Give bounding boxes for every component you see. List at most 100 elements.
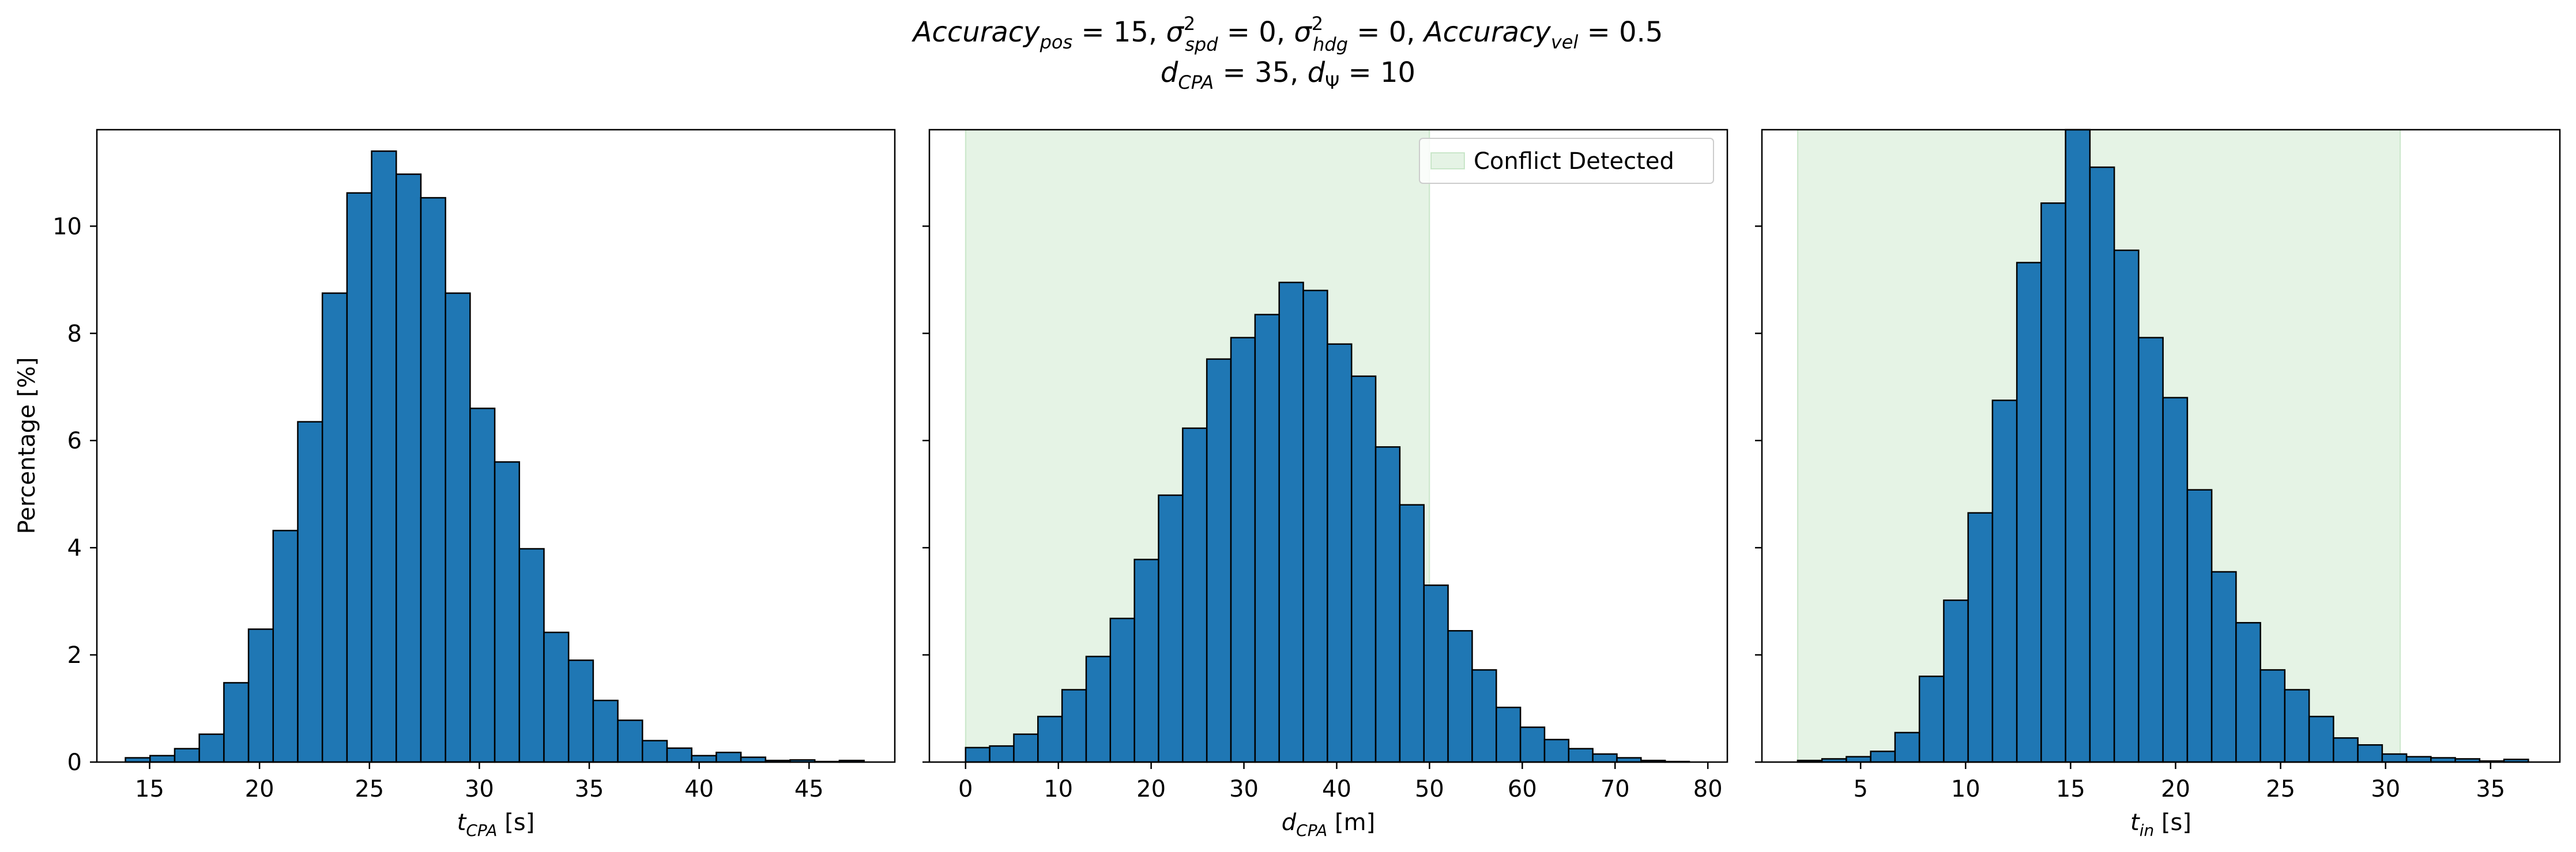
histogram-bar xyxy=(1944,600,1968,762)
histogram-bar xyxy=(1231,338,1255,762)
x-tick-label: 20 xyxy=(1136,776,1166,802)
x-tick-label: 40 xyxy=(684,776,714,802)
histogram-bar xyxy=(1871,751,1895,762)
histogram-bar xyxy=(322,293,347,762)
y-tick-label: 4 xyxy=(67,535,82,561)
histogram-bar xyxy=(470,408,495,762)
histogram-bar xyxy=(1351,376,1376,762)
histogram-bar xyxy=(692,756,717,762)
histogram-bar xyxy=(175,749,199,762)
histogram-bar xyxy=(1593,754,1617,762)
histogram-bar xyxy=(1327,344,1351,762)
x-axis-label: dCPA [m] xyxy=(1282,809,1375,840)
histogram-bar xyxy=(2406,757,2431,762)
x-tick-label: 25 xyxy=(355,776,384,802)
histogram-bar xyxy=(1304,291,1328,762)
histogram-bar xyxy=(1135,560,1159,762)
x-tick-label: 5 xyxy=(1853,776,1867,802)
histogram-bar xyxy=(1520,727,1545,762)
histogram-bar xyxy=(1376,447,1400,762)
histogram-bar xyxy=(446,293,470,762)
histogram-bar xyxy=(1038,717,1062,762)
histogram-bar xyxy=(297,422,322,762)
histogram-bar xyxy=(2333,738,2357,762)
histogram-bar xyxy=(1919,676,1944,762)
x-tick-label: 40 xyxy=(1322,776,1351,802)
histogram-bar xyxy=(1968,513,1993,762)
histogram-bar xyxy=(1279,282,1304,762)
histogram-bar xyxy=(1846,757,1870,762)
x-tick-label: 70 xyxy=(1600,776,1630,802)
x-tick-label: 25 xyxy=(2266,776,2295,802)
histogram-bar xyxy=(2309,717,2333,762)
histogram-bar xyxy=(372,151,397,762)
histogram-bar xyxy=(1424,585,1448,762)
histogram-bar xyxy=(2212,572,2236,762)
x-tick-label: 45 xyxy=(794,776,824,802)
y-tick-label: 6 xyxy=(67,428,82,454)
histogram-bar xyxy=(593,700,618,762)
histogram-bar xyxy=(716,752,741,762)
histogram-bar xyxy=(224,683,248,762)
histogram-bar xyxy=(568,660,593,762)
histogram-bar xyxy=(1207,359,1231,762)
x-tick-label: 30 xyxy=(2371,776,2400,802)
histogram-bar xyxy=(1545,740,1569,762)
histogram-bar xyxy=(2358,745,2382,762)
histogram-bar xyxy=(2163,398,2187,762)
histogram-bar xyxy=(2138,338,2163,762)
histogram-bar xyxy=(1110,619,1135,762)
histogram-bar xyxy=(1993,400,2017,762)
histogram-bar xyxy=(421,198,446,762)
histogram-bar xyxy=(519,549,544,762)
histogram-bar xyxy=(1086,657,1110,762)
histogram-bar xyxy=(1182,428,1207,762)
x-tick-label: 20 xyxy=(2161,776,2190,802)
legend-swatch xyxy=(1431,153,1464,169)
histogram-bar xyxy=(1400,505,1424,762)
histogram-bar xyxy=(741,757,766,762)
histogram-bar xyxy=(495,462,519,762)
histogram-bar xyxy=(1472,670,1496,762)
y-axis-label: Percentage [%] xyxy=(14,357,40,534)
histogram-bar xyxy=(1895,733,1919,762)
histogram-bar xyxy=(1255,315,1279,762)
histogram-bar xyxy=(618,720,643,762)
x-tick-label: 30 xyxy=(465,776,494,802)
x-tick-label: 15 xyxy=(135,776,164,802)
histogram-bar xyxy=(2382,754,2406,762)
x-tick-label: 35 xyxy=(2476,776,2505,802)
x-tick-label: 10 xyxy=(1044,776,1073,802)
legend: Conflict Detected xyxy=(1419,138,1713,183)
x-tick-label: 30 xyxy=(1229,776,1259,802)
histogram-bar xyxy=(1158,495,1182,762)
histogram-bar xyxy=(2066,130,2090,762)
histogram-bar xyxy=(1569,749,1593,762)
histogram-bar xyxy=(1062,689,1086,762)
histogram-bar xyxy=(2285,689,2309,762)
histogram-bar xyxy=(2041,203,2065,762)
histogram-bar xyxy=(2187,490,2212,762)
histogram-bar xyxy=(2090,167,2114,762)
histogram-bar xyxy=(966,748,990,762)
x-tick-label: 20 xyxy=(245,776,274,802)
histogram-bar xyxy=(248,629,273,762)
y-tick-label: 8 xyxy=(67,321,82,347)
y-tick-label: 2 xyxy=(67,642,82,669)
histogram-bar xyxy=(544,632,568,762)
x-tick-label: 35 xyxy=(575,776,604,802)
x-tick-label: 10 xyxy=(1951,776,1980,802)
histogram-bar xyxy=(667,748,692,762)
histogram-bar xyxy=(1448,631,1472,762)
histogram-bar xyxy=(642,741,667,762)
x-tick-label: 60 xyxy=(1508,776,1537,802)
histogram-bar xyxy=(1014,734,1038,762)
histogram-bar xyxy=(2236,623,2260,762)
x-tick-label: 80 xyxy=(1693,776,1723,802)
histogram-bar xyxy=(347,193,372,762)
histogram-bar xyxy=(396,174,421,762)
x-tick-label: 0 xyxy=(958,776,973,802)
x-tick-label: 15 xyxy=(2056,776,2085,802)
histogram-bar xyxy=(990,746,1014,762)
